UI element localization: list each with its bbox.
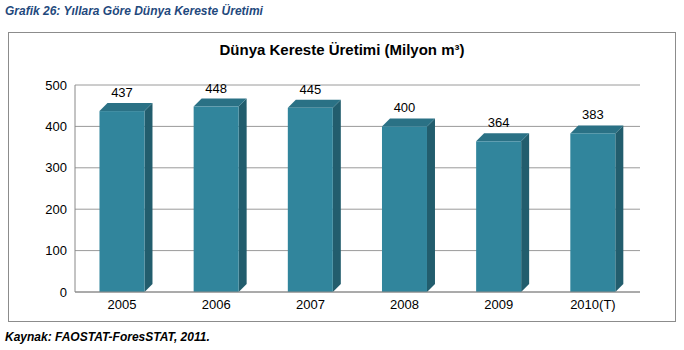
svg-text:383: 383 [582,107,604,122]
svg-text:445: 445 [299,82,321,97]
svg-text:300: 300 [45,160,67,175]
svg-text:2005: 2005 [108,297,137,312]
svg-text:448: 448 [205,81,227,96]
svg-text:437: 437 [111,85,133,100]
svg-text:0: 0 [60,285,67,300]
svg-text:2008: 2008 [390,297,419,312]
html-text:Dünya Kereste Üretimi (Milyon: Dünya Kereste Üretimi (Milyon m³) [219,41,465,58]
svg-text:400: 400 [45,119,67,134]
svg-text:400: 400 [394,100,416,115]
svg-text:364: 364 [488,115,510,130]
svg-text:200: 200 [45,202,67,217]
svg-text:100: 100 [45,243,67,258]
svg-text:2009: 2009 [484,297,513,312]
svg-text:500: 500 [45,78,67,93]
svg-text:2007: 2007 [296,297,325,312]
html-text:Grafik 26: Yıllara Göre Dünya: Grafik 26: Yıllara Göre Dünya Kereste Ür… [5,4,263,18]
svg-text:2006: 2006 [202,297,231,312]
html-text:Kaynak: FAOSTAT-ForesSTAT, 201: Kaynak: FAOSTAT-ForesSTAT, 2011. [5,330,210,344]
svg-text:2010(T): 2010(T) [570,297,616,312]
